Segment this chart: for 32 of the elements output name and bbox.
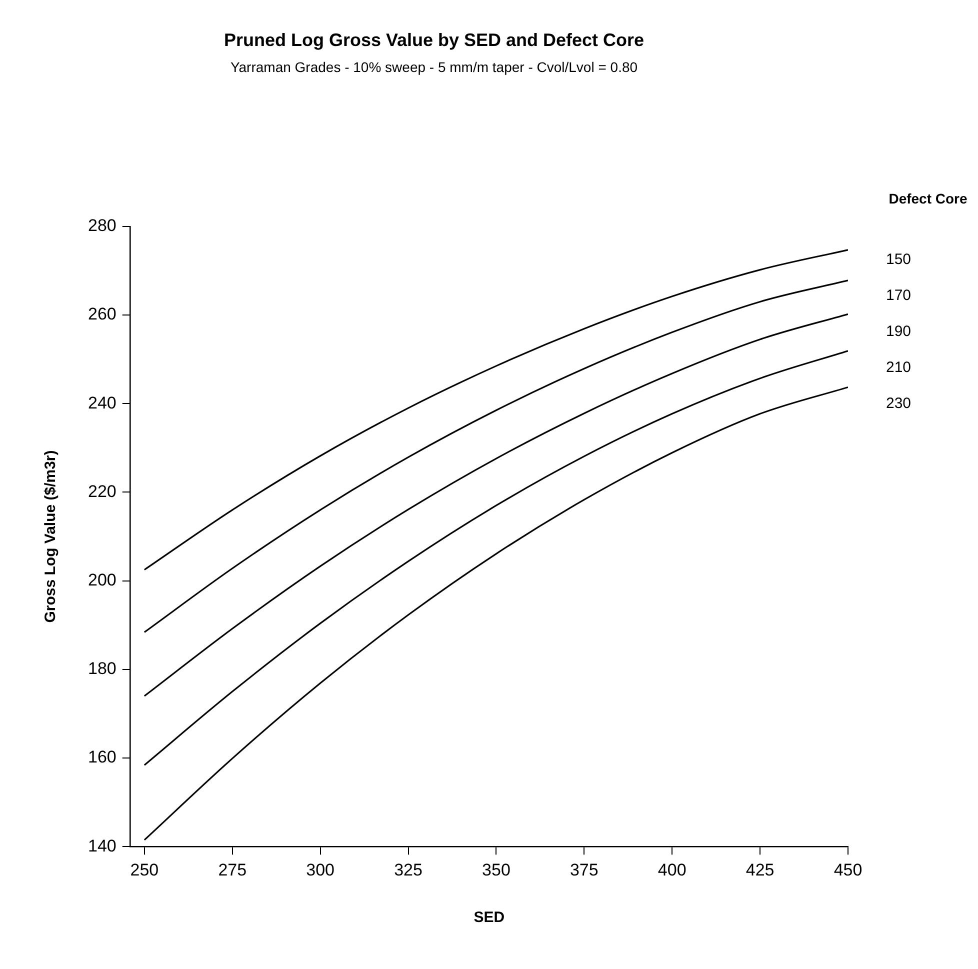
x-tick-label: 275 (218, 860, 247, 880)
y-tick-label: 200 (88, 570, 116, 590)
text: 210 (886, 359, 912, 376)
y-tick-label: 140 (88, 836, 116, 856)
y-tick-label: 220 (88, 482, 116, 501)
x-tick-label: 300 (306, 860, 335, 880)
y-tick-label: 280 (88, 216, 116, 236)
x-tick-label: 350 (482, 860, 510, 880)
chart-subtitle: Yarraman Grades - 10% sweep - 5 mm/m taper - Cvol/Lvol = 0.80 (230, 58, 638, 75)
y-tick-label: 260 (88, 304, 116, 324)
y-tick-label: 160 (88, 748, 116, 767)
text: 170 (886, 287, 912, 304)
y-axis-title: Gross Log Value ($/m3r) (42, 450, 60, 623)
x-tick-label: 425 (746, 860, 774, 880)
text: 230 (886, 395, 912, 412)
x-axis-title: SED (474, 909, 505, 926)
legend-title: Defect Core (888, 190, 968, 207)
line-series (144, 313, 848, 697)
y-tick-label: 240 (88, 393, 116, 412)
x-tick-label: 450 (834, 860, 862, 880)
line-series (144, 249, 848, 571)
y-tick-label: 180 (88, 659, 116, 678)
chart-title: Pruned Log Gross Value by SED and Defect Core (224, 30, 644, 50)
text: 190 (886, 323, 912, 340)
text: 150 (886, 251, 912, 268)
line-series (144, 280, 848, 633)
x-tick-label: 250 (130, 860, 159, 880)
x-tick-label: 325 (394, 860, 422, 880)
x-tick-label: 375 (570, 860, 598, 880)
x-tick-label: 400 (658, 860, 686, 880)
line-series (144, 350, 848, 766)
line-series (144, 386, 848, 841)
